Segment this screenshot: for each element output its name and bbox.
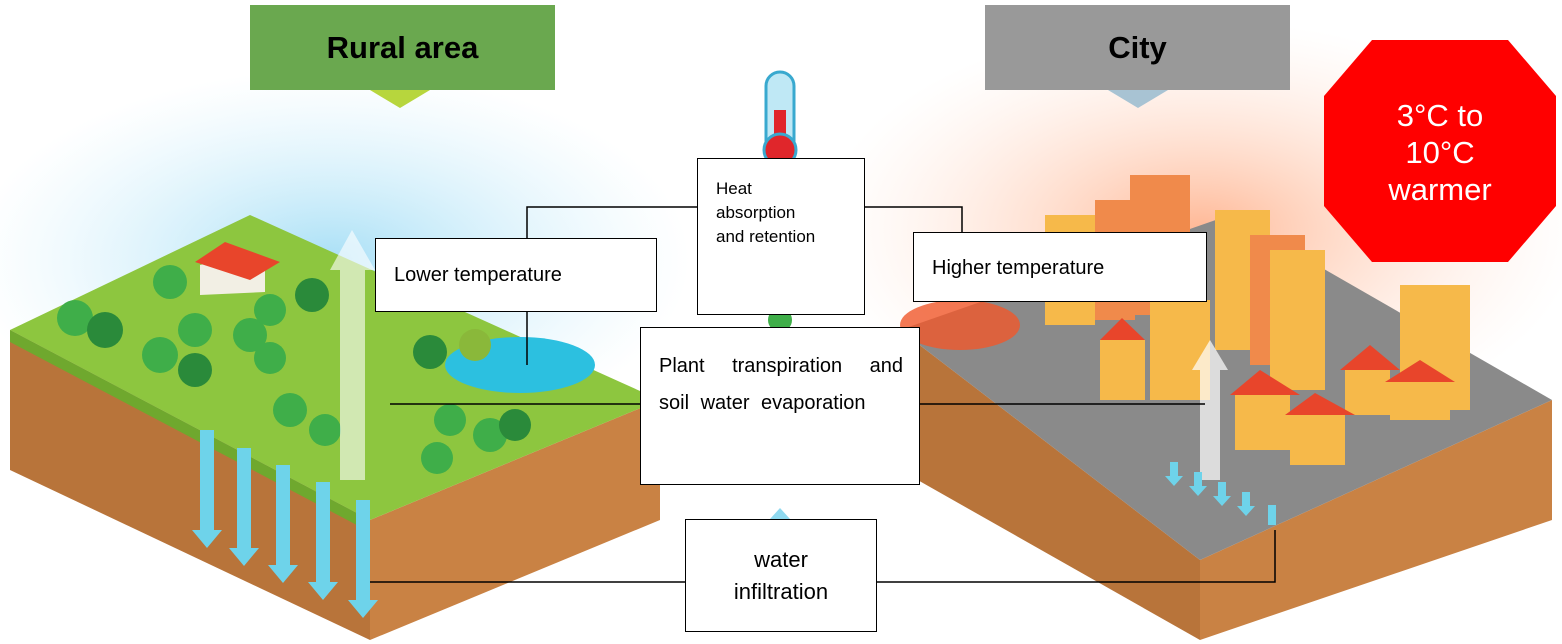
rural-banner: Rural area — [250, 5, 555, 90]
warming-text: 3°C to 10°C warmer — [1350, 62, 1530, 242]
evaporation-text: Plant transpiration and soil water evapo… — [659, 348, 903, 422]
heat-box: Heat absorption and retention — [697, 158, 865, 315]
lower-temp-box: Lower temperature — [375, 238, 657, 312]
infiltration-text: water infiltration — [716, 544, 846, 608]
evaporation-box: Plant transpiration and soil water evapo… — [640, 327, 920, 485]
city-banner: City — [985, 5, 1290, 90]
heat-text: Heat absorption and retention — [716, 177, 816, 249]
page: Rural area City 3°C to 10°C warmer Heat … — [0, 0, 1562, 644]
higher-temp-box: Higher temperature — [913, 232, 1207, 302]
infiltration-box: water infiltration — [685, 519, 877, 632]
